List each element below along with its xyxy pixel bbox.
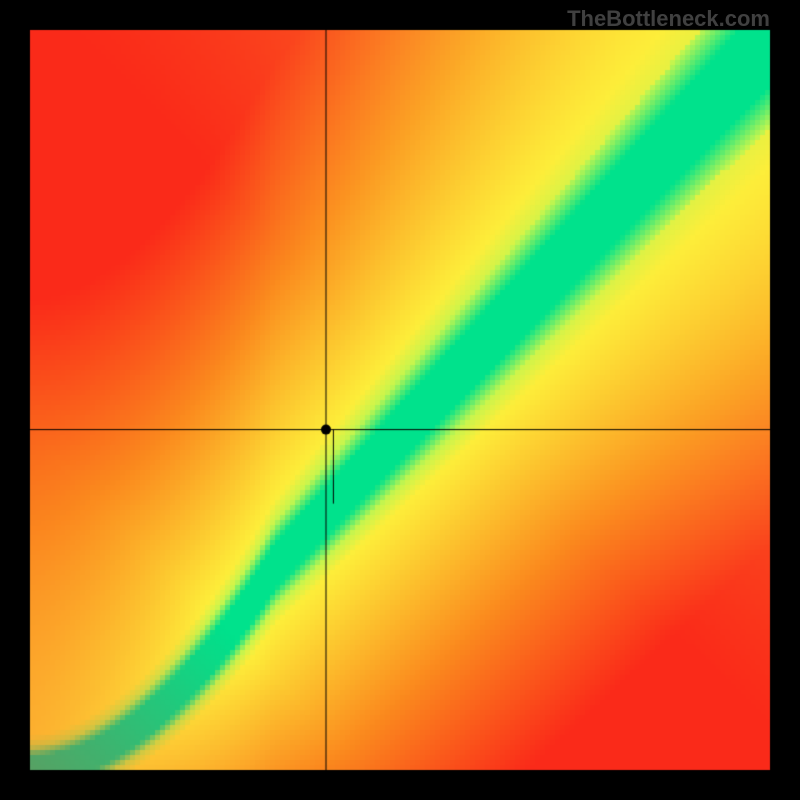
heatmap-canvas bbox=[0, 0, 800, 800]
chart-container: TheBottleneck.com bbox=[0, 0, 800, 800]
watermark-label: TheBottleneck.com bbox=[567, 6, 770, 32]
